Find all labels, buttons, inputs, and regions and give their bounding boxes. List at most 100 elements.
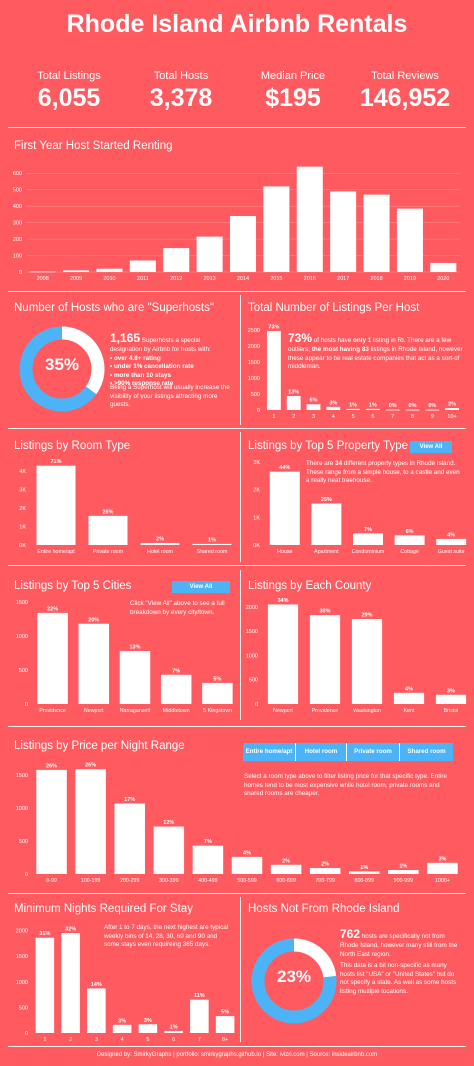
section-title-superhosts: Number of Hosts who are "Superhosts" <box>14 302 214 314</box>
tab-private-room[interactable]: Private room <box>347 743 400 761</box>
section-title-price: Listings by Price per Night Range <box>14 740 185 752</box>
bar <box>405 409 420 411</box>
bar <box>435 694 467 704</box>
x-tick-label: 4 <box>332 414 335 420</box>
bar <box>346 408 361 410</box>
bar <box>63 270 90 272</box>
divider <box>8 428 466 429</box>
y-tick-label: 400 <box>13 204 22 210</box>
data-label: 11% <box>194 993 205 999</box>
y-tick-label: 1500 <box>16 600 28 606</box>
tab-entire-home[interactable]: Entire home/apt <box>243 743 296 761</box>
bar <box>112 1024 132 1033</box>
per-host-percent: 73% <box>288 331 313 345</box>
section-title-county: Listings by Each County <box>248 580 372 592</box>
x-tick-label: 2017 <box>337 276 349 282</box>
donut-highlight-slice <box>19 326 105 412</box>
superhost-bullet: • over 4.8+ rating <box>110 354 161 362</box>
bar <box>153 826 185 874</box>
y-tick-label: 3K <box>253 460 260 466</box>
data-label: 2% <box>448 402 456 408</box>
min-nights-chart: 0 500 1000 1500 2000 31% 1 32% 2 14% 3 3% 4 3% 5 1% 6 11%… <box>16 927 235 1043</box>
y-tick-label: 0 <box>257 408 260 414</box>
data-label: 32% <box>65 927 76 933</box>
bar <box>349 871 380 874</box>
page-title: Rhode Island Airbnb Rentals <box>66 10 408 38</box>
y-tick-label: 2000 <box>16 929 28 935</box>
bar <box>75 769 106 874</box>
bar <box>129 260 156 272</box>
superhost-bullet: • under 1% cancellation rate <box>110 363 194 371</box>
x-tick-label: 400-499 <box>198 878 217 884</box>
bar <box>309 615 341 704</box>
y-tick-label: 300 <box>13 221 22 227</box>
data-label: 73% <box>268 324 279 330</box>
view-all-property-button[interactable]: View All <box>410 441 452 453</box>
data-label: 12% <box>163 820 174 826</box>
x-tick-label: 300-399 <box>159 878 178 884</box>
bar <box>270 864 302 874</box>
section-title-listings-per-host: Total Number of Listings Per Host <box>248 302 420 314</box>
not-ri-donut-chart <box>251 938 337 1024</box>
bar <box>87 988 106 1033</box>
superhost-percent: 35% <box>44 355 80 374</box>
data-label: 6% <box>406 529 414 535</box>
x-tick-label: 7 <box>391 414 394 420</box>
x-tick-label: 2 <box>69 1037 72 1043</box>
divider <box>8 1046 466 1047</box>
bar <box>427 862 458 874</box>
section-title-property-type: Listings by Top 5 Property Type <box>248 440 409 452</box>
not-ri-text: hosts are specifically not from Rhode Is… <box>340 933 458 958</box>
stat-value: 6,055 <box>37 84 101 112</box>
data-label: 26% <box>85 763 96 769</box>
stat-label: Total Reviews <box>371 70 439 82</box>
not-ri-count: 762 <box>340 927 361 941</box>
data-label: 71% <box>50 459 61 465</box>
section-title-room-type: Listings by Room Type <box>14 440 131 452</box>
x-tick-label: 9 <box>431 414 434 420</box>
x-tick-label: 600-699 <box>276 878 295 884</box>
y-tick-label: 0 <box>25 1031 28 1037</box>
data-label: 7% <box>364 527 372 533</box>
min-nights-note: After 1 to 7 days, the next highest are … <box>104 924 229 948</box>
x-tick-label: 500-599 <box>237 878 256 884</box>
data-label: 2% <box>321 862 329 868</box>
donut-highlight-slice <box>251 938 337 1024</box>
data-label: 1% <box>369 402 377 408</box>
x-tick-label: Washington <box>353 708 381 714</box>
y-tick-label: 1K <box>253 515 260 521</box>
x-tick-label: 2013 <box>203 276 215 282</box>
section-title-cities: Listings by Top 5 Cities <box>14 580 132 592</box>
x-tick-label: 10+ <box>447 414 456 420</box>
y-tick-label: 1000 <box>16 634 28 640</box>
x-tick-label: 800-899 <box>355 878 374 884</box>
tab-shared-room[interactable]: Shared room <box>400 743 453 761</box>
view-all-cities-button[interactable]: View All <box>172 581 230 593</box>
y-tick-label: 2000 <box>246 605 258 611</box>
bar <box>202 682 233 704</box>
y-tick-label: 500 <box>251 392 260 398</box>
bar <box>267 604 299 704</box>
bar <box>365 408 380 410</box>
y-tick-label: 2K <box>19 506 26 512</box>
bar <box>119 650 151 704</box>
not-ri-note: This data is a bit non-specific as many … <box>340 962 457 995</box>
bar <box>229 216 257 272</box>
stat-total-listings: Total Listings 6,055 <box>10 70 128 113</box>
data-label: 34% <box>277 598 288 604</box>
room-type-tabs: Entire home/apt Hotel room Private room … <box>243 743 453 761</box>
bar <box>37 612 68 704</box>
bar <box>393 692 425 704</box>
y-tick-label: 500 <box>13 188 22 194</box>
data-label: 2% <box>282 858 290 864</box>
x-tick-label: 5 <box>146 1037 149 1043</box>
x-tick-label: 1 <box>43 1037 46 1043</box>
x-tick-label: 1 <box>272 414 275 420</box>
tab-hotel-room[interactable]: Hotel room <box>296 743 347 761</box>
y-tick-label: 1500 <box>246 629 258 635</box>
property-type-chart: 0K 1K 2K 3K 44% House 25% Apartment 7% Condominiu… <box>253 460 467 555</box>
y-tick-label: 100 <box>13 254 22 260</box>
data-label: 7% <box>172 668 180 674</box>
y-tick-label: 0 <box>25 872 28 878</box>
data-label: 17% <box>124 797 135 803</box>
